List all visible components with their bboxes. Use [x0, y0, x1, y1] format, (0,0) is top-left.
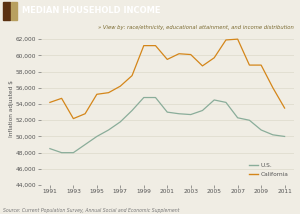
Text: MEDIAN HOUSEHOLD INCOME: MEDIAN HOUSEHOLD INCOME	[22, 6, 160, 15]
Legend: U.S., California: U.S., California	[247, 161, 291, 179]
Text: » View by: race/ethnicity, educational attainment, and income distribution: » View by: race/ethnicity, educational a…	[98, 25, 294, 30]
Text: Source: Current Population Survey, Annual Social and Economic Supplement: Source: Current Population Survey, Annua…	[3, 208, 179, 213]
Bar	[3, 2, 10, 20]
Bar	[11, 2, 17, 20]
Y-axis label: Inflation adjusted $: Inflation adjusted $	[9, 80, 14, 137]
